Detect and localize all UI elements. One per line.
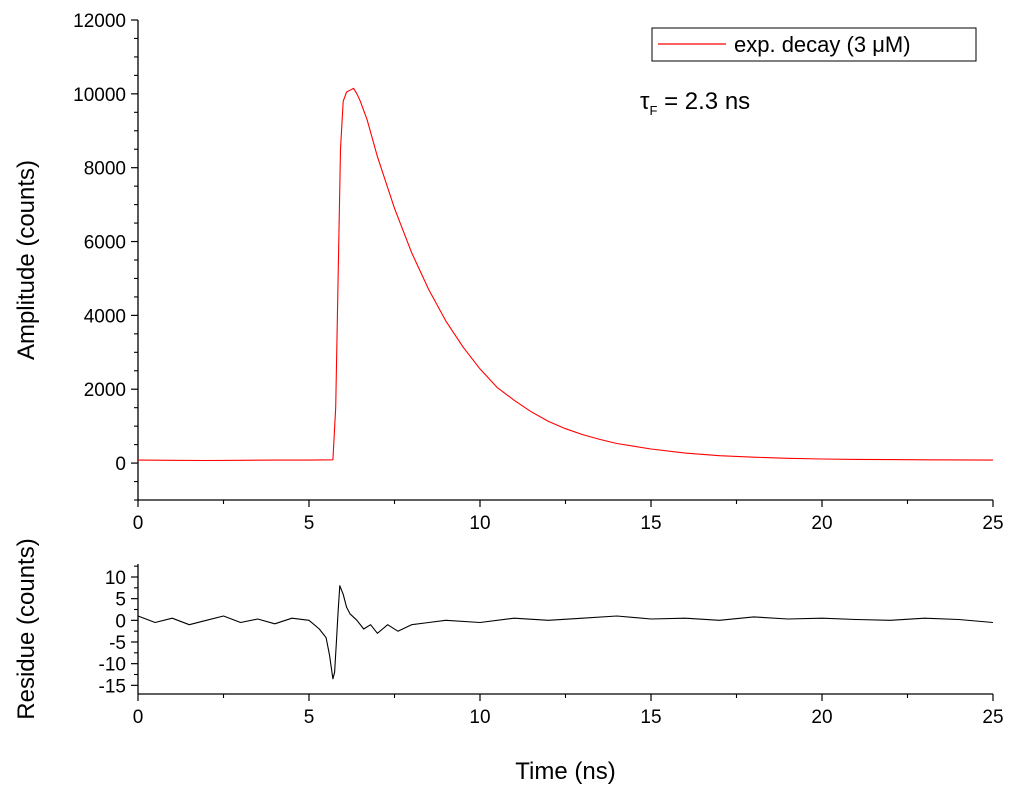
tau-subscript: F [649,103,657,118]
top-x-tick-label: 5 [304,513,315,534]
legend-label: exp. decay (3 μM) [734,32,911,57]
bottom-x-tick-label: 5 [304,707,315,728]
bottom-x-tick-label: 10 [469,707,490,728]
top-panel: 0 5 10 15 20 25 0 2000 4000 6000 8000 10000 12000 Amp… [13,11,1004,534]
top-x-tick-label: 15 [640,513,661,534]
bottom-x-axis-title: Time (ns) [515,758,615,785]
top-y-tick-label: 10000 [73,85,126,106]
bottom-y-tick-label: -10 [99,655,126,676]
bottom-y-tick-label: 0 [115,611,126,632]
top-x-tick-label: 25 [982,513,1003,534]
top-y-axis-title: Amplitude (counts) [13,160,40,360]
bottom-y-tick-label: 10 [105,568,126,589]
bottom-x-tick-label: 15 [640,707,661,728]
top-y-tick-label: 8000 [84,159,126,180]
top-x-tick-label: 10 [469,513,490,534]
bottom-y-tick-label: -15 [99,676,126,697]
bottom-x-tick-label: 0 [133,707,144,728]
bottom-x-tick-label: 20 [811,707,832,728]
tau-symbol: τ [640,88,650,115]
top-y-tick-label: 2000 [84,380,126,401]
top-y-tick-label: 6000 [84,233,126,254]
top-x-tick-label: 0 [133,513,144,534]
tau-value: = 2.3 ns [657,88,750,115]
top-x-tick-label: 20 [811,513,832,534]
top-y-tick-label: 4000 [84,306,126,327]
top-y-tick-label: 0 [115,454,126,475]
top-y-tick-label: 12000 [73,11,126,32]
lifetime-annotation: τF = 2.3 ns [640,88,750,118]
bottom-y-tick-label: -5 [109,633,126,654]
bottom-y-axis-title: Residue (counts) [13,538,40,719]
bottom-x-tick-label: 25 [982,707,1003,728]
legend: exp. decay (3 μM) [651,27,977,62]
bottom-y-tick-label: 5 [115,590,126,611]
